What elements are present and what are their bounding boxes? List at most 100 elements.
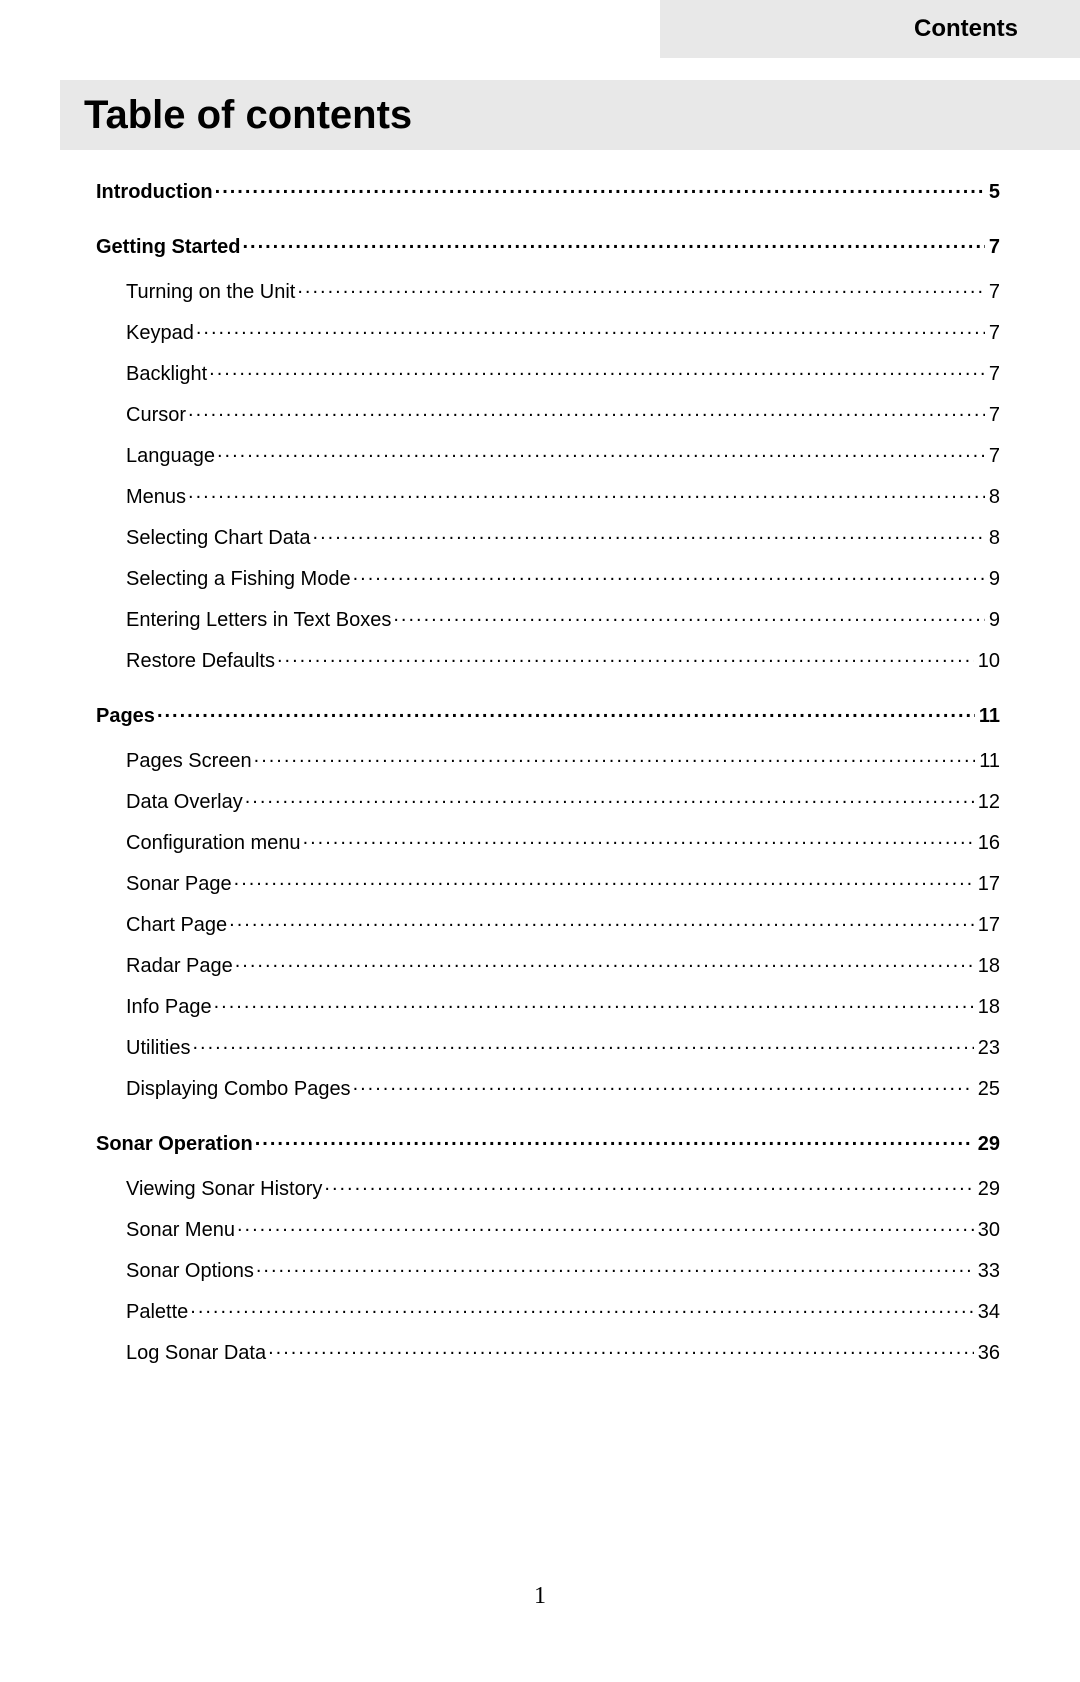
toc-row[interactable]: Sonar Options 33 [126, 1257, 1000, 1282]
toc-entry-page: 7 [985, 404, 1000, 426]
toc-entry-page: 12 [974, 791, 1000, 813]
toc-leader-dots [303, 829, 974, 849]
toc-row[interactable]: Viewing Sonar History 29 [126, 1175, 1000, 1200]
toc-entry-page: 11 [975, 705, 1000, 727]
toc-entry-title: Configuration menu [126, 832, 303, 854]
toc-leader-dots [217, 442, 985, 462]
toc-entry-page: 8 [985, 486, 1000, 508]
toc-row[interactable]: Utilities 23 [126, 1034, 1000, 1059]
toc-entry-page: 7 [985, 236, 1000, 258]
toc-leader-dots [196, 319, 985, 339]
toc-row[interactable]: Sonar Menu30 [126, 1216, 1000, 1241]
toc-leader-dots [214, 993, 974, 1013]
toc-leader-dots [256, 1257, 974, 1277]
toc-entry-page: 36 [974, 1342, 1000, 1364]
toc-row[interactable]: Introduction 5 [96, 178, 1000, 203]
toc-row[interactable]: Restore Defaults10 [126, 647, 1000, 672]
toc-row[interactable]: Data Overlay12 [126, 788, 1000, 813]
toc-entry-title: Chart Page [126, 914, 229, 936]
toc-entry-page: 29 [974, 1133, 1000, 1155]
toc-leader-dots [353, 1075, 974, 1095]
toc-row[interactable]: Cursor 7 [126, 401, 1000, 426]
toc-leader-dots [188, 401, 985, 421]
toc-entry-title: Selecting a Fishing Mode [126, 568, 353, 590]
toc-entry-title: Sonar Page [126, 873, 234, 895]
toc-row[interactable]: Chart Page 17 [126, 911, 1000, 936]
header-label: Contents [914, 15, 1018, 43]
toc-entry-page: 17 [974, 873, 1000, 895]
toc-leader-dots [277, 647, 974, 667]
toc-entry-page: 25 [974, 1078, 1000, 1100]
toc-row[interactable]: Radar Page 18 [126, 952, 1000, 977]
toc-leader-dots [324, 1175, 973, 1195]
toc-leader-dots [209, 360, 985, 380]
toc-entry-title: Keypad [126, 322, 196, 344]
toc-entry-page: 34 [974, 1301, 1000, 1323]
toc-leader-dots [245, 788, 974, 808]
page: Contents Table of contents Introduction 5… [0, 0, 1080, 1682]
toc-entry-title: Displaying Combo Pages [126, 1078, 353, 1100]
toc-leader-dots [229, 911, 974, 931]
toc-leader-dots [297, 278, 985, 298]
toc-leader-dots [353, 565, 985, 585]
toc-row[interactable]: Menus 8 [126, 483, 1000, 508]
toc-entry-page: 18 [974, 996, 1000, 1018]
toc-row[interactable]: Sonar Operation 29 [96, 1130, 1000, 1155]
toc-row[interactable]: Info Page18 [126, 993, 1000, 1018]
toc-entry-page: 17 [974, 914, 1000, 936]
toc-entry-title: Restore Defaults [126, 650, 277, 672]
toc-row[interactable]: Selecting a Fishing Mode 9 [126, 565, 1000, 590]
toc-entry-page: 9 [985, 568, 1000, 590]
toc-entry-title: Sonar Menu [126, 1219, 237, 1241]
toc-leader-dots [254, 747, 976, 767]
toc-leader-dots [393, 606, 985, 626]
toc-row[interactable]: Turning on the Unit7 [126, 278, 1000, 303]
toc-row[interactable]: Keypad7 [126, 319, 1000, 344]
toc-row[interactable]: Log Sonar Data 36 [126, 1339, 1000, 1364]
toc-entry-title: Menus [126, 486, 188, 508]
toc-leader-dots [192, 1034, 973, 1054]
toc-row[interactable]: Getting Started 7 [96, 233, 1000, 258]
toc-entry-title: Cursor [126, 404, 188, 426]
toc-entry-title: Viewing Sonar History [126, 1178, 324, 1200]
toc-row[interactable]: Language7 [126, 442, 1000, 467]
toc-row[interactable]: Sonar Page 17 [126, 870, 1000, 895]
toc-entry-page: 29 [974, 1178, 1000, 1200]
toc-entry-page: 16 [974, 832, 1000, 854]
toc-entry-page: 5 [985, 181, 1000, 203]
toc-entry-title: Pages Screen [126, 750, 254, 772]
toc-entry-title: Log Sonar Data [126, 1342, 268, 1364]
toc-row[interactable]: Entering Letters in Text Boxes9 [126, 606, 1000, 631]
toc-leader-dots [215, 178, 985, 198]
toc-entry-title: Sonar Operation [96, 1133, 255, 1155]
toc-entry-title: Radar Page [126, 955, 235, 977]
toc-leader-dots [157, 702, 975, 722]
toc-entry-title: Utilities [126, 1037, 192, 1059]
toc-row[interactable]: Backlight7 [126, 360, 1000, 385]
toc-row[interactable]: Configuration menu 16 [126, 829, 1000, 854]
page-number: 1 [0, 1583, 1080, 1610]
toc-row[interactable]: Pages 11 [96, 702, 1000, 727]
toc-row[interactable]: Displaying Combo Pages 25 [126, 1075, 1000, 1100]
toc-row[interactable]: Pages Screen 11 [126, 747, 1000, 772]
toc-entry-page: 18 [974, 955, 1000, 977]
header-bar: Contents [660, 0, 1080, 58]
toc-entry-title: Getting Started [96, 236, 242, 258]
toc-entry-title: Language [126, 445, 217, 467]
toc-leader-dots [234, 870, 974, 890]
toc-entry-page: 33 [974, 1260, 1000, 1282]
toc-entry-page: 11 [975, 750, 1000, 772]
toc-entry-title: Turning on the Unit [126, 281, 297, 303]
toc-entry-title: Pages [96, 705, 157, 727]
toc-row[interactable]: Palette34 [126, 1298, 1000, 1323]
toc-entry-page: 23 [974, 1037, 1000, 1059]
toc-leader-dots [242, 233, 984, 253]
title-bar: Table of contents [60, 80, 1080, 150]
toc-entry-title: Selecting Chart Data [126, 527, 313, 549]
toc-row[interactable]: Selecting Chart Data 8 [126, 524, 1000, 549]
toc-entry-title: Introduction [96, 181, 215, 203]
toc-leader-dots [255, 1130, 974, 1150]
toc-entry-title: Sonar Options [126, 1260, 256, 1282]
toc-leader-dots [313, 524, 985, 544]
toc-leader-dots [237, 1216, 974, 1236]
